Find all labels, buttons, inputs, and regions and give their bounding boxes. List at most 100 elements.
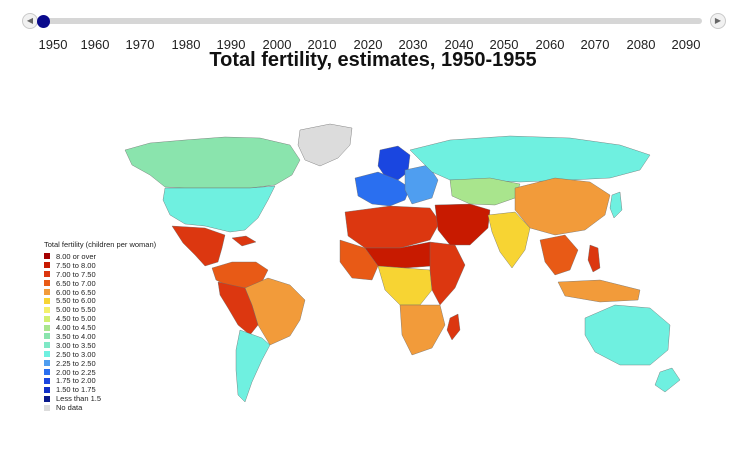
region-north-africa[interactable]: [344, 205, 441, 249]
legend-swatch: [44, 404, 50, 411]
legend-item: 2.00 to 2.25: [44, 368, 156, 377]
legend-swatch: [44, 253, 50, 260]
year-tick[interactable]: 1970: [125, 37, 155, 52]
year-tick[interactable]: 2010: [307, 37, 337, 52]
legend-label: 6.50 to 7.00: [56, 278, 96, 288]
legend-label: 2.50 to 3.00: [56, 349, 96, 359]
legend-label: 2.25 to 2.50: [56, 358, 96, 368]
legend-item: 2.50 to 3.00: [44, 350, 156, 359]
legend-item: 6.00 to 6.50: [44, 288, 156, 297]
next-arrow-icon[interactable]: ▶: [710, 13, 726, 29]
legend-label: 3.50 to 4.00: [56, 331, 96, 341]
legend-label: 3.00 to 3.50: [56, 340, 96, 350]
region-australia[interactable]: [584, 304, 671, 366]
legend-item: 5.00 to 5.50: [44, 305, 156, 314]
legend-title: Total fertility (children per woman): [44, 240, 157, 249]
region-china[interactable]: [514, 177, 611, 236]
legend-item: 6.50 to 7.00: [44, 279, 156, 288]
year-tick[interactable]: 2060: [535, 37, 565, 52]
year-tick[interactable]: 2020: [353, 37, 383, 52]
year-tick[interactable]: 2040: [444, 37, 474, 52]
legend-item: 4.50 to 5.00: [44, 314, 156, 323]
region-west-africa[interactable]: [339, 239, 379, 281]
legend-swatch: [44, 262, 50, 269]
legend-swatch: [44, 360, 50, 367]
region-central-africa[interactable]: [377, 265, 433, 306]
year-tick[interactable]: 1960: [80, 37, 110, 52]
legend-swatch: [44, 297, 50, 304]
legend-swatch: [44, 280, 50, 287]
region-greenland[interactable]: [297, 123, 353, 167]
legend-label: 7.50 to 8.00: [56, 260, 96, 270]
map-title: Total fertility, estimates, 1950-1955: [209, 49, 537, 71]
year-tick[interactable]: 1980: [171, 37, 201, 52]
region-mexico-central-america[interactable]: [171, 225, 226, 267]
legend-label: 4.50 to 5.00: [56, 314, 96, 324]
legend-swatch: [44, 377, 50, 384]
region-central-asia[interactable]: [449, 177, 521, 206]
legend-swatch: [44, 306, 50, 313]
region-east-africa[interactable]: [429, 241, 466, 306]
region-southeast-asia[interactable]: [539, 234, 579, 276]
region-united-states[interactable]: [162, 185, 276, 233]
legend-label: 4.00 to 4.50: [56, 323, 96, 333]
legend-item: 2.25 to 2.50: [44, 359, 156, 368]
region-western-europe[interactable]: [354, 171, 411, 207]
legend-label: 5.50 to 6.00: [56, 296, 96, 306]
year-tick[interactable]: 1990: [216, 37, 246, 52]
region-caribbean[interactable]: [231, 235, 257, 247]
legend-swatch: [44, 333, 50, 340]
legend-item: 7.50 to 8.00: [44, 261, 156, 270]
region-southern-africa[interactable]: [399, 304, 446, 356]
region-japan[interactable]: [609, 191, 623, 219]
timeline-handle[interactable]: [37, 15, 50, 28]
year-tick[interactable]: 2000: [262, 37, 292, 52]
legend-swatch: [44, 351, 50, 358]
year-tick[interactable]: 1950: [38, 37, 68, 52]
year-timeline: ◀ ▶ 1950 1960 1970 1980 1990 2000 2010 2…: [0, 0, 746, 60]
year-tick[interactable]: 2070: [580, 37, 610, 52]
legend-swatch: [44, 289, 50, 295]
region-southern-cone[interactable]: [235, 329, 271, 403]
year-tick[interactable]: 2050: [489, 37, 519, 52]
region-new-zealand[interactable]: [654, 367, 681, 393]
legend-label: 5.00 to 5.50: [56, 305, 96, 315]
year-tick[interactable]: 2030: [398, 37, 428, 52]
legend-swatch: [44, 315, 50, 322]
legend-label: 2.00 to 2.25: [56, 367, 96, 377]
region-northern-europe[interactable]: [377, 145, 411, 181]
year-tick[interactable]: 2080: [626, 37, 656, 52]
year-tick[interactable]: 2090: [671, 37, 701, 52]
region-russia[interactable]: [409, 135, 651, 183]
legend-item: Less than 1.5: [44, 394, 156, 403]
legend-label: 1.75 to 2.00: [56, 376, 96, 386]
legend-label: Less than 1.5: [56, 394, 102, 404]
legend-swatch: [44, 386, 50, 393]
legend-item: 1.50 to 1.75: [44, 385, 156, 394]
legend-item: 1.75 to 2.00: [44, 376, 156, 385]
legend-label: 7.00 to 7.50: [56, 269, 96, 279]
legend-item: 8.00 or over: [44, 252, 156, 261]
legend-item: 4.00 to 4.50: [44, 323, 156, 332]
legend-swatch: [44, 271, 50, 278]
legend-item: No data: [44, 403, 156, 412]
legend-label: 6.00 to 6.50: [56, 287, 96, 297]
region-canada[interactable]: [124, 136, 301, 189]
legend-item: 3.00 to 3.50: [44, 341, 156, 350]
region-madagascar[interactable]: [446, 313, 461, 341]
legend-label: 1.50 to 1.75: [56, 385, 96, 395]
region-philippines[interactable]: [587, 244, 601, 273]
legend-swatch: [44, 369, 50, 376]
legend-label: No data: [56, 403, 83, 413]
timeline-track[interactable]: [40, 18, 702, 24]
region-india[interactable]: [487, 211, 531, 269]
legend-swatch: [44, 324, 50, 331]
legend-label: 8.00 or over: [56, 251, 97, 261]
legend-swatch: [44, 395, 50, 402]
legend-item: 5.50 to 6.00: [44, 296, 156, 305]
legend-item: 7.00 to 7.50: [44, 270, 156, 279]
legend-swatch: [44, 342, 50, 349]
region-middle-east[interactable]: [434, 203, 491, 246]
region-indonesia[interactable]: [557, 279, 641, 303]
